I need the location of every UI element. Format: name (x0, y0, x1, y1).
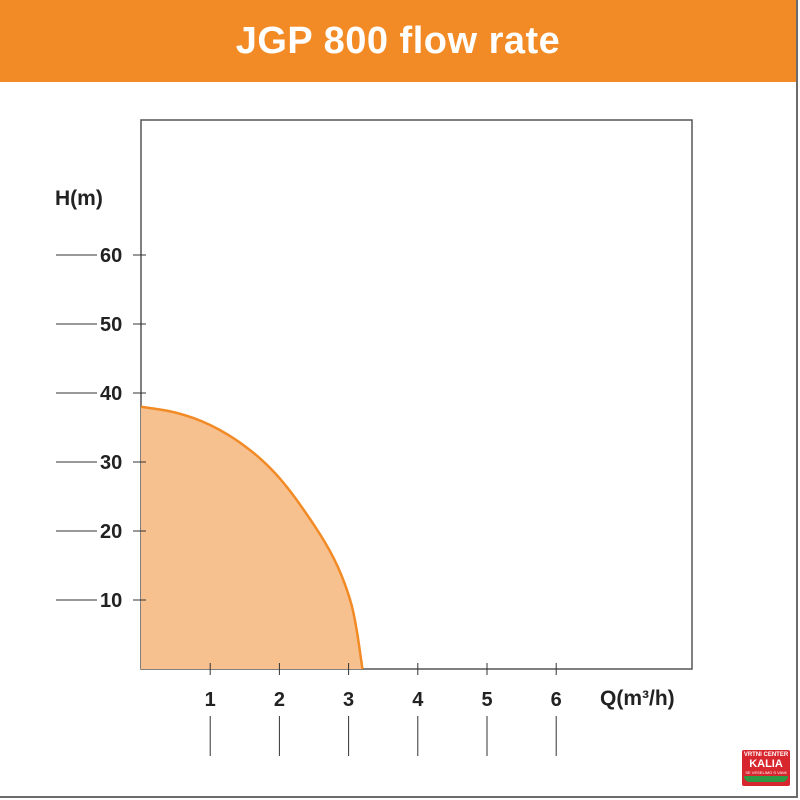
logo-line-2: KALIA (749, 758, 783, 770)
y-tick-label: 10 (100, 590, 122, 612)
x-axis-ticks: 1 2 3 4 5 6 (205, 663, 562, 756)
y-tick-label: 50 (100, 314, 122, 336)
flow-curve (140, 405, 364, 670)
y-axis-ticks: 10 20 30 40 50 60 (56, 245, 146, 612)
y-tick-label: 30 (100, 452, 122, 474)
x-tick-label: 2 (274, 689, 285, 711)
title-bar: JGP 800 flow rate (0, 0, 796, 82)
y-tick-label: 60 (100, 245, 122, 267)
x-tick-label: 5 (481, 689, 492, 711)
brand-logo: VRTNI CENTER KALIA SE VESELIMO S VAMI (742, 750, 790, 786)
x-tick-label: 4 (412, 689, 424, 711)
page-title: JGP 800 flow rate (235, 19, 561, 62)
logo-swoosh (744, 776, 788, 782)
flow-area (141, 406, 363, 669)
logo-line-1: VRTNI CENTER (743, 752, 789, 758)
y-axis-title: H(m) (55, 187, 103, 210)
plot-area (140, 119, 693, 670)
x-tick-label: 3 (343, 689, 354, 711)
x-tick-label: 1 (205, 689, 216, 711)
x-tick-label: 6 (551, 689, 562, 711)
x-axis-title: Q(m³/h) (600, 687, 675, 710)
y-tick-label: 20 (100, 521, 122, 543)
logo-line-3: SE VESELIMO S VAMI (745, 770, 787, 775)
y-tick-label: 40 (100, 383, 122, 405)
